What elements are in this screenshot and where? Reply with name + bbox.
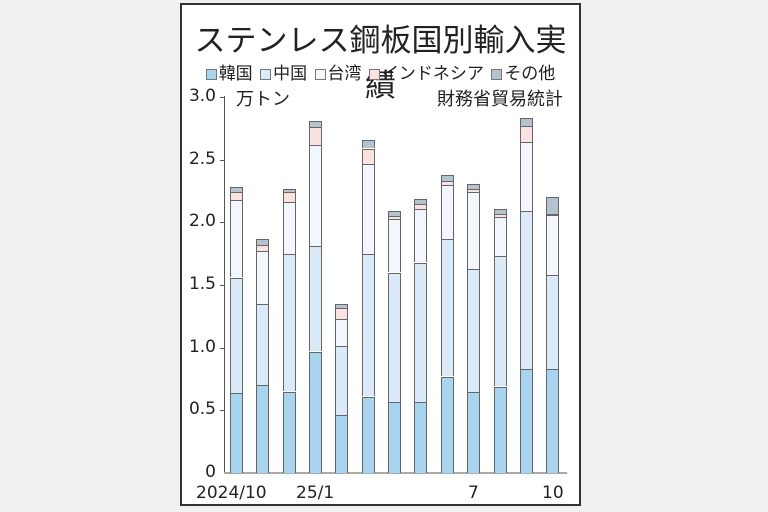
legend-item-china: 中国 (260, 59, 307, 84)
bar-segment-other (335, 303, 348, 308)
bar-segment-indonesia (520, 125, 533, 143)
chart-title: ステンレス鋼板国別輸入実績 (194, 23, 567, 104)
bar-segment-indonesia (494, 213, 507, 218)
bar-segment-korea (362, 396, 375, 473)
bar-segment-other (467, 183, 480, 189)
bar-segment-taiwan (414, 208, 427, 263)
bar-segment-china (283, 253, 296, 392)
bar-segment-taiwan (520, 142, 533, 212)
bar-segment-china (441, 238, 454, 377)
y-tick (220, 285, 224, 286)
y-tick (220, 97, 224, 98)
bar-segment-korea (546, 369, 559, 473)
bar-segment-taiwan (362, 163, 375, 254)
y-tick-label: 2.0 (188, 211, 216, 231)
bar-segment-indonesia (230, 192, 243, 200)
bar-segment-korea (335, 415, 348, 473)
legend-swatch-korea (205, 69, 217, 80)
bar-segment-other (230, 187, 243, 193)
y-tick (220, 348, 224, 349)
legend-swatch-taiwan (314, 69, 326, 80)
legend-swatch-indonesia (368, 69, 380, 80)
bar-segment-indonesia (414, 203, 427, 209)
bar-segment-china (309, 246, 322, 352)
x-tick-label: 7 (468, 483, 479, 503)
bar-segment-taiwan (546, 214, 559, 275)
bar-segment-indonesia (309, 127, 322, 145)
bar-segment-korea (467, 391, 480, 473)
chart-frame: ステンレス鋼板国別輸入実績 韓国 中国 台湾 インドネシア その他 万トン 財務… (180, 3, 581, 506)
y-tick-label: 3.0 (188, 86, 216, 106)
bar-segment-china (388, 272, 401, 402)
bar-segment-indonesia (283, 192, 296, 203)
bar-segment-korea (309, 351, 322, 473)
x-axis-baseline (224, 472, 567, 474)
x-tick-label: 2024/10 (196, 483, 267, 503)
bar-segment-china (520, 211, 533, 369)
bar-segment-other (362, 139, 375, 149)
legend-item-other: その他 (491, 59, 555, 84)
bar-segment-taiwan (256, 251, 269, 304)
bar-segment-other (546, 197, 559, 214)
bar-segment-other (520, 118, 533, 126)
data-source: 財務省貿易統計 (437, 89, 563, 110)
bar-segment-other (309, 120, 322, 128)
bar-segment-korea (230, 392, 243, 473)
y-tick (220, 410, 224, 411)
x-tick-label: 25/1 (296, 483, 335, 503)
y-tick-label: 0 (205, 462, 216, 482)
bar-segment-taiwan (441, 184, 454, 239)
bar-segment-china (256, 303, 269, 386)
bar-segment-taiwan (388, 218, 401, 273)
bar-segment-other (388, 211, 401, 217)
bar-segment-taiwan (335, 318, 348, 347)
bar-segment-taiwan (467, 192, 480, 269)
bar-segment-taiwan (309, 144, 322, 247)
legend-item-taiwan: 台湾 (314, 59, 362, 84)
bar-segment-china (467, 268, 480, 392)
bar-segment-korea (414, 401, 427, 473)
bar-segment-china (362, 253, 375, 397)
y-tick (220, 222, 224, 223)
bar-segment-china (230, 277, 243, 393)
legend-item-indonesia: インドネシア (368, 59, 484, 84)
bar-segment-indonesia (467, 188, 480, 193)
legend-swatch-other (491, 69, 503, 80)
bar-segment-indonesia (441, 181, 454, 185)
bar-segment-indonesia (546, 213, 559, 215)
bar-segment-indonesia (388, 216, 401, 219)
bar-segment-other (494, 208, 507, 214)
y-tick-label: 2.5 (188, 149, 216, 169)
bar-segment-taiwan (283, 202, 296, 254)
bar-segment-korea (520, 369, 533, 473)
bar-segment-korea (283, 391, 296, 473)
bar-segment-china (494, 256, 507, 387)
bar-segment-taiwan (494, 217, 507, 257)
bar-segment-korea (388, 401, 401, 473)
bar-segment-china (546, 275, 559, 369)
y-tick (220, 160, 224, 161)
bar-segment-china (414, 262, 427, 402)
bar-segment-other (414, 198, 427, 204)
bar-segment-other (441, 174, 454, 182)
bar-segment-taiwan (230, 199, 243, 278)
bar-segment-indonesia (335, 307, 348, 319)
y-tick-label: 0.5 (188, 399, 216, 419)
bar-segment-korea (494, 386, 507, 473)
legend: 韓国 中国 台湾 インドネシア その他 (182, 59, 579, 84)
bar-segment-indonesia (256, 245, 269, 252)
legend-swatch-china (260, 69, 272, 80)
y-tick-label: 1.5 (188, 274, 216, 294)
y-tick-label: 1.0 (188, 337, 216, 357)
bar-segment-korea (256, 385, 269, 473)
bar-segment-korea (441, 376, 454, 473)
bar-segment-indonesia (362, 148, 375, 164)
legend-item-korea: 韓国 (205, 59, 253, 84)
y-axis-line (224, 96, 225, 473)
bar-segment-other (256, 238, 269, 245)
y-axis-unit: 万トン (236, 89, 290, 110)
bar-segment-china (335, 346, 348, 416)
x-tick-label: 10 (542, 483, 564, 503)
bar-segment-other (283, 188, 296, 193)
